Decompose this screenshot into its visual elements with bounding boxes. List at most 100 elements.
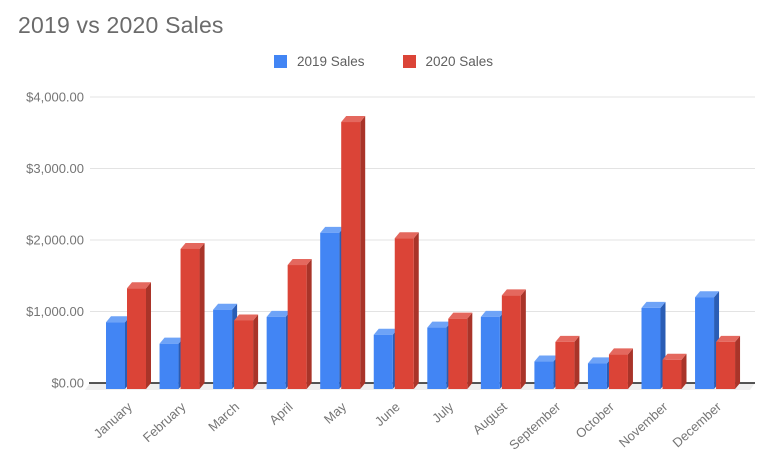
bar-february-2019[interactable] — [159, 337, 184, 389]
bar-december-2019[interactable] — [695, 291, 720, 389]
y-tick-label: $4,000.00 — [26, 90, 84, 105]
x-axis-label-july: July — [429, 399, 457, 426]
bar-march-2019[interactable] — [213, 303, 238, 389]
bar-front-face — [373, 334, 393, 389]
bar-top-face — [641, 301, 666, 308]
bar-front-face — [662, 359, 682, 389]
bar-october-2019[interactable] — [587, 357, 612, 389]
bar-side-face — [253, 314, 259, 389]
bar-front-face — [180, 248, 200, 389]
bar-top-face — [480, 310, 505, 317]
y-tick-label: $2,000.00 — [26, 233, 84, 248]
x-axis-label-may: May — [321, 399, 350, 427]
bar-may-2019[interactable] — [320, 226, 345, 389]
legend-label-2020: 2020 Sales — [425, 54, 494, 69]
bar-front-face — [394, 238, 414, 389]
bar-september-2019[interactable] — [534, 355, 559, 389]
bar-top-face — [180, 242, 205, 249]
bar-front-face — [534, 361, 554, 389]
bar-top-face — [534, 355, 559, 362]
bar-december-2020[interactable] — [716, 335, 741, 389]
bar-january-2019[interactable] — [106, 316, 130, 389]
bar-top-face — [587, 357, 612, 364]
bar-side-face — [574, 335, 580, 389]
bar-january-2020[interactable] — [127, 282, 151, 389]
bar-top-face — [394, 232, 419, 239]
bar-front-face — [448, 318, 468, 389]
x-axis-label-january: January — [91, 399, 136, 441]
bar-side-face — [199, 242, 205, 389]
bar-top-face — [234, 314, 259, 321]
bar-top-face — [427, 321, 452, 328]
bar-front-face — [159, 343, 179, 389]
chart-legend: 2019 Sales 2020 Sales — [0, 54, 767, 69]
legend-swatch-2020-icon — [402, 55, 416, 68]
bar-top-face — [608, 348, 633, 355]
bar-september-2020[interactable] — [555, 335, 580, 389]
bar-side-face — [467, 312, 473, 389]
bar-top-face — [213, 303, 238, 310]
bar-june-2019[interactable] — [373, 328, 398, 389]
bar-top-face — [716, 335, 741, 342]
bar-front-face — [341, 122, 361, 390]
bar-front-face — [234, 320, 254, 389]
bar-top-face — [501, 289, 526, 296]
legend-swatch-2019-icon — [273, 55, 287, 68]
bar-top-face — [341, 116, 366, 123]
bar-april-2019[interactable] — [266, 310, 291, 389]
bar-front-face — [427, 327, 447, 389]
bar-front-face — [287, 265, 307, 389]
bar-august-2019[interactable] — [480, 310, 505, 389]
legend-item-2019-sales[interactable]: 2019 Sales — [273, 54, 365, 69]
bar-front-face — [106, 322, 125, 389]
bar-march-2020[interactable] — [234, 314, 259, 389]
bar-april-2020[interactable] — [287, 259, 312, 389]
x-axis-label-october: October — [573, 399, 618, 442]
bar-july-2020[interactable] — [448, 312, 473, 389]
bar-side-face — [735, 335, 741, 389]
bar-front-face — [716, 341, 736, 389]
bar-front-face — [266, 316, 286, 389]
bar-may-2020[interactable] — [341, 116, 366, 390]
bar-february-2020[interactable] — [180, 242, 205, 389]
bar-front-face — [320, 232, 340, 389]
bar-top-face — [320, 226, 345, 233]
bar-front-face — [213, 309, 233, 389]
x-axis-label-march: March — [205, 399, 242, 434]
bar-top-face — [695, 291, 720, 298]
x-axis-label-december: December — [669, 399, 724, 451]
bar-side-face — [360, 116, 366, 390]
bar-top-face — [266, 310, 291, 317]
legend-item-2020-sales[interactable]: 2020 Sales — [402, 54, 494, 69]
bar-october-2020[interactable] — [608, 348, 633, 389]
bar-november-2020[interactable] — [662, 353, 687, 389]
bar-side-face — [413, 232, 419, 389]
bar-top-face — [373, 328, 398, 335]
x-axis-label-september: September — [506, 399, 564, 453]
bar-side-face — [627, 348, 633, 389]
bar-july-2019[interactable] — [427, 321, 452, 389]
bar-june-2020[interactable] — [394, 232, 419, 389]
bar-november-2019[interactable] — [641, 301, 666, 389]
chart-title: 2019 vs 2020 Sales — [18, 12, 224, 38]
bar-top-face — [287, 259, 312, 266]
bar-top-face — [106, 316, 130, 323]
bar-side-face — [146, 282, 151, 389]
x-axis-label-november: November — [616, 399, 671, 451]
legend-label-2019: 2019 Sales — [296, 54, 365, 69]
bar-august-2020[interactable] — [501, 289, 526, 389]
bar-front-face — [608, 354, 628, 389]
bar-top-face — [159, 337, 184, 344]
x-axis-label-february: February — [140, 399, 189, 445]
x-axis-label-april: April — [266, 399, 295, 428]
x-axis-label-june: June — [372, 399, 403, 429]
y-tick-label: $1,000.00 — [26, 304, 84, 319]
y-tick-label: $0.00 — [51, 376, 84, 391]
bar-top-face — [448, 312, 473, 319]
bar-side-face — [306, 259, 312, 389]
bar-top-face — [555, 335, 580, 342]
bar-front-face — [501, 295, 521, 389]
bar-front-face — [695, 297, 715, 389]
